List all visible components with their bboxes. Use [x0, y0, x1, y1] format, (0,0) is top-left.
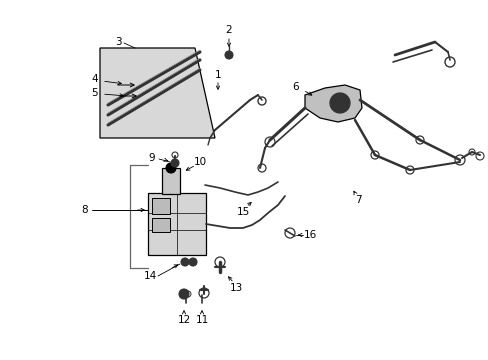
Text: 12: 12 [177, 315, 190, 325]
Circle shape [329, 93, 349, 113]
Text: 6: 6 [292, 82, 299, 92]
Text: 11: 11 [195, 315, 208, 325]
Bar [152, 218, 170, 232]
Bar [148, 193, 205, 255]
Text: 15: 15 [236, 207, 249, 217]
Text: 8: 8 [81, 205, 88, 215]
Circle shape [334, 98, 345, 108]
Circle shape [224, 51, 232, 59]
Polygon shape [305, 85, 361, 122]
Text: 5: 5 [92, 88, 98, 98]
Text: 9: 9 [148, 153, 155, 163]
Circle shape [165, 163, 176, 173]
Circle shape [181, 258, 189, 266]
Text: 7: 7 [354, 195, 361, 205]
Text: 13: 13 [229, 283, 242, 293]
Text: 16: 16 [303, 230, 316, 240]
Circle shape [179, 289, 189, 299]
Text: 2: 2 [225, 25, 232, 35]
Circle shape [189, 258, 197, 266]
Bar [152, 198, 170, 214]
Text: 4: 4 [92, 74, 98, 84]
Text: 3: 3 [115, 37, 121, 47]
Text: 10: 10 [193, 157, 206, 167]
Bar [162, 168, 180, 194]
Circle shape [171, 159, 179, 167]
Polygon shape [100, 48, 215, 138]
Text: 1: 1 [214, 70, 221, 80]
Text: 14: 14 [143, 271, 156, 281]
